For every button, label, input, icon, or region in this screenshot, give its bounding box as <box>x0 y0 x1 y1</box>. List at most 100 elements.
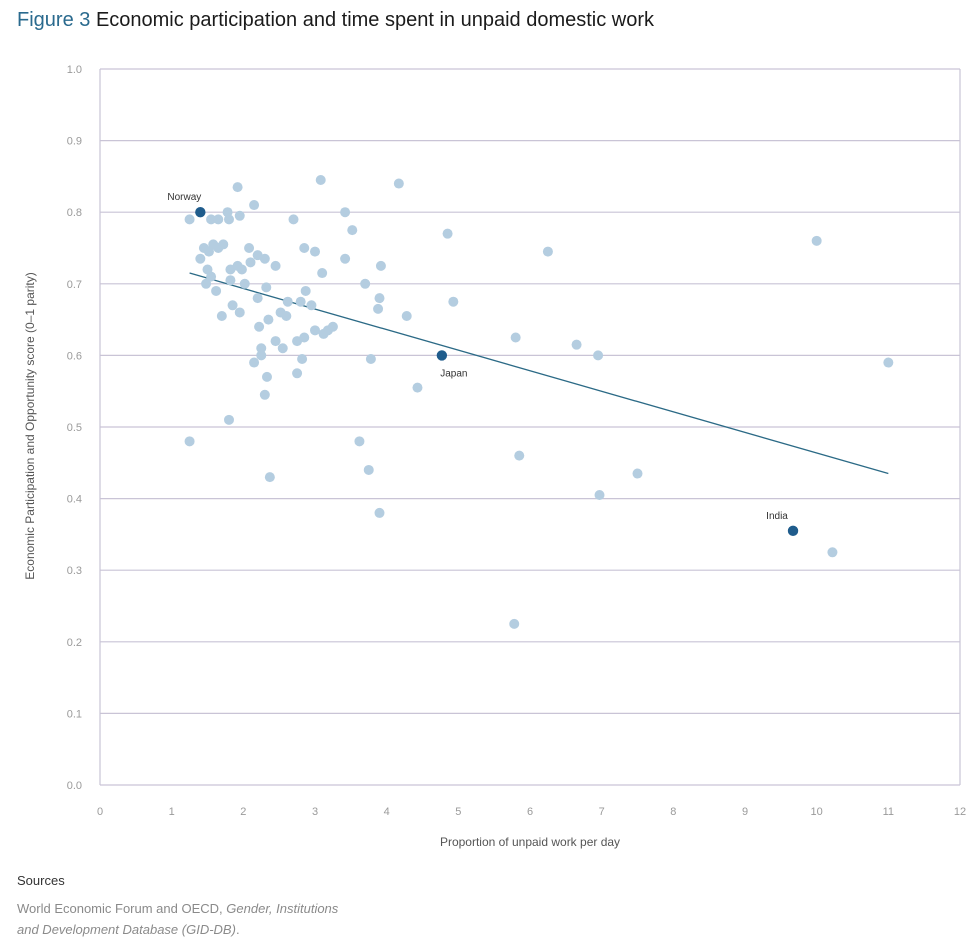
y-tick-label: 0.2 <box>67 637 82 649</box>
x-axis-ticks: 0 1 2 3 4 5 6 7 8 9 10 11 12 <box>97 806 966 818</box>
data-point <box>206 271 217 282</box>
data-point <box>412 382 423 393</box>
x-tick-label: 2 <box>240 806 246 818</box>
data-point <box>295 296 306 307</box>
point-label: Japan <box>440 368 467 379</box>
data-point <box>373 303 384 314</box>
x-tick-label: 0 <box>97 806 103 818</box>
data-point <box>206 214 217 225</box>
data-point <box>281 311 292 322</box>
x-tick-label: 6 <box>527 806 533 818</box>
data-point <box>195 253 206 264</box>
data-point <box>827 547 838 558</box>
data-point <box>310 325 320 336</box>
data-point <box>264 472 275 483</box>
data-point <box>360 278 371 289</box>
data-point <box>292 368 303 379</box>
data-point <box>282 296 293 307</box>
data-point <box>254 321 265 332</box>
data-point <box>347 225 358 236</box>
point-label: India <box>766 511 788 522</box>
data-point <box>299 243 310 253</box>
data-point <box>374 507 385 518</box>
x-tick-label: 10 <box>811 806 823 818</box>
data-point <box>365 353 376 364</box>
data-point <box>811 235 822 246</box>
data-point <box>375 260 386 271</box>
data-point <box>227 300 238 311</box>
y-tick-label: 1.0 <box>67 64 82 76</box>
data-point <box>259 389 270 400</box>
data-point <box>448 296 459 307</box>
y-tick-label: 0.1 <box>67 708 82 720</box>
x-tick-label: 11 <box>883 806 894 818</box>
data-point <box>374 293 385 304</box>
data-point <box>201 278 212 289</box>
data-point <box>263 314 274 325</box>
data-point <box>327 321 338 332</box>
data-point <box>184 214 195 225</box>
data-point <box>510 332 521 343</box>
data-point <box>232 182 243 193</box>
data-point <box>224 414 234 425</box>
data-point <box>249 357 260 368</box>
data-point <box>236 264 247 275</box>
data-point <box>184 436 195 447</box>
data-point <box>393 178 404 189</box>
data-point <box>244 243 255 253</box>
data-point <box>340 253 351 264</box>
data-point <box>571 339 582 350</box>
data-point <box>216 311 227 322</box>
sources-line1-plain: World Economic Forum and OECD, <box>17 901 227 916</box>
y-tick-label: 0.0 <box>67 780 82 792</box>
data-point <box>315 174 326 185</box>
x-axis-title: Proportion of unpaid work per day <box>440 835 620 849</box>
y-tick-label: 0.4 <box>67 494 82 506</box>
x-tick-label: 4 <box>384 806 390 818</box>
y-axis-ticks: 0.0 0.1 0.2 0.3 0.4 0.5 0.6 0.7 0.8 0.9 1.0 <box>67 64 82 792</box>
data-point <box>354 436 365 447</box>
data-point <box>234 307 245 318</box>
data-point <box>256 343 267 354</box>
x-tick-label: 1 <box>169 806 175 818</box>
highlighted-point <box>436 350 448 361</box>
sources-line2-italic: and Development Database (GID-DB) <box>17 922 236 937</box>
data-point <box>225 275 236 286</box>
data-point <box>270 336 281 347</box>
data-point <box>277 343 288 354</box>
y-tick-label: 0.5 <box>67 422 82 434</box>
y-tick-label: 0.8 <box>67 207 82 219</box>
sources-heading: Sources <box>17 873 65 888</box>
data-point <box>261 371 272 382</box>
data-point <box>442 228 453 239</box>
highlighted-point <box>195 207 206 218</box>
data-point <box>270 260 281 271</box>
y-axis-title: Economic Participation and Opportunity s… <box>23 272 37 579</box>
x-tick-label: 8 <box>670 806 676 818</box>
data-point <box>218 239 229 250</box>
data-point <box>401 311 412 322</box>
data-point <box>213 214 224 225</box>
data-point <box>256 350 267 361</box>
figure-label: Figure 3 <box>17 9 91 31</box>
data-point <box>310 246 320 257</box>
data-point <box>245 257 256 268</box>
data-point <box>297 353 308 364</box>
y-tick-label: 0.6 <box>67 350 82 362</box>
data-point <box>593 350 604 361</box>
data-point <box>542 246 553 257</box>
data-point <box>300 285 311 296</box>
figure-title-text: Economic participation and time spent in… <box>95 9 655 31</box>
x-tick-label: 5 <box>455 806 461 818</box>
data-point <box>224 214 234 225</box>
data-point <box>234 210 245 221</box>
point-label: Norway <box>167 192 201 203</box>
data-point <box>509 618 520 629</box>
data-point <box>261 282 272 293</box>
x-tick-label: 9 <box>742 806 748 818</box>
data-point <box>299 332 310 343</box>
sources-text: World Economic Forum and OECD, Gender, I… <box>17 898 437 940</box>
data-point <box>340 207 351 218</box>
sources-line2-end: . <box>235 922 240 937</box>
highlighted-points-group: Norway Japan India <box>167 192 799 537</box>
